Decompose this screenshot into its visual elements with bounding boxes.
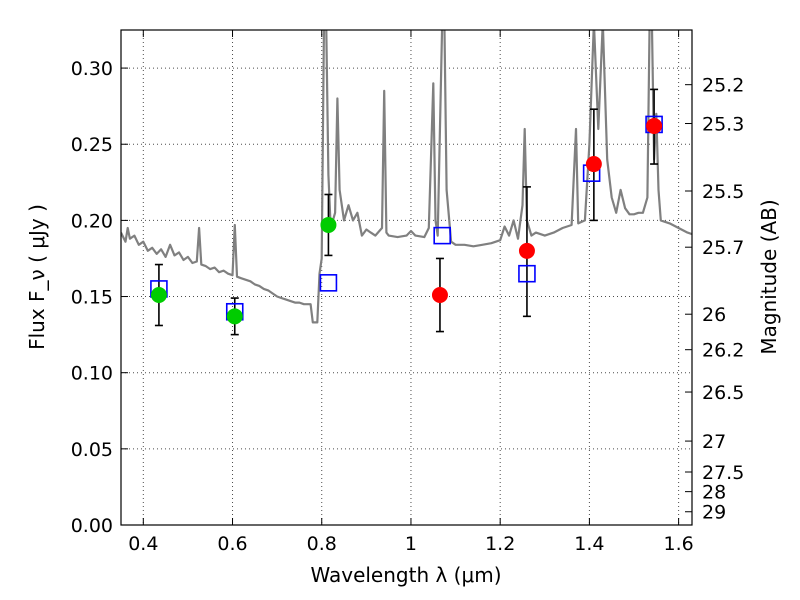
y-tick-label: 0.00: [71, 515, 113, 537]
model-photometry-square: [518, 264, 536, 283]
observed-point: [320, 216, 337, 233]
x-tick-label: 0.8: [307, 533, 337, 555]
series: [121, 30, 692, 336]
ticks: [121, 30, 692, 526]
model-photometry-square: [433, 226, 451, 245]
observed-point: [431, 287, 448, 304]
y-tick-label: 0.10: [71, 363, 113, 385]
y-tick-label: 0.30: [71, 58, 113, 80]
mag-tick-label: 27: [702, 431, 726, 453]
y-axis-label-right: Magnitude (AB): [757, 199, 781, 354]
model-photometry-square: [319, 274, 338, 292]
x-tick-label: 0.6: [217, 533, 247, 555]
tick-labels: 0.4 0.6 0.8 1 1.2 1.4 1.6 0.00 0.05 0.10 0.15 0.20 0…: [71, 58, 745, 555]
plot-frame: [120, 29, 693, 526]
mag-tick-label: 25.3: [702, 114, 744, 136]
y-axis-label: Flux F_ν ( μJy ): [25, 204, 49, 350]
mag-tick-label: 26.2: [702, 340, 744, 362]
x-tick-label: 1.6: [664, 533, 694, 555]
x-tick-label: 1: [405, 533, 417, 555]
x-tick-label: 1.4: [574, 533, 604, 555]
mag-tick-label: 27.5: [702, 462, 744, 484]
observed-point: [150, 287, 167, 304]
y-tick-label: 0.25: [71, 134, 113, 156]
mag-tick-label: 28: [702, 482, 726, 504]
y-tick-label: 0.15: [71, 287, 113, 309]
y-tick-label: 0.20: [71, 210, 113, 232]
x-tick-label: 1.2: [485, 533, 515, 555]
model-spectrum-line: [121, 30, 692, 324]
mag-tick-label: 26.5: [702, 382, 744, 404]
x-axis-label: Wavelength λ (μm): [310, 563, 501, 587]
mag-tick-label: 26: [702, 304, 726, 326]
observed-point: [226, 308, 243, 325]
mag-tick-label: 25.2: [702, 75, 744, 97]
mag-tick-label: 25.7: [702, 237, 744, 259]
y-tick-label: 0.05: [71, 439, 113, 461]
mag-tick-label: 29: [702, 502, 726, 524]
observed-point: [585, 156, 602, 173]
observed-point: [646, 117, 663, 134]
mag-tick-label: 25.5: [702, 181, 744, 203]
x-tick-label: 0.4: [128, 533, 158, 555]
observed-point: [518, 242, 535, 259]
grid: [121, 30, 692, 526]
